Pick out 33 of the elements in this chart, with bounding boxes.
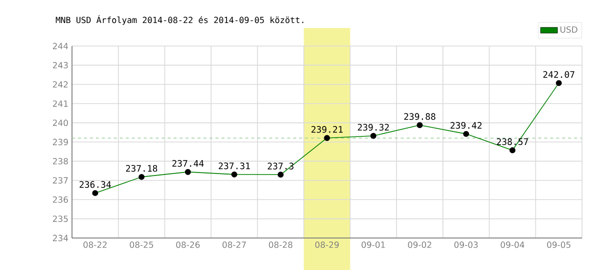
y-tick-label: 235 — [52, 216, 68, 222]
y-tick-label: 239 — [52, 138, 68, 146]
data-label: 239.21 — [311, 126, 343, 133]
x-tick-label: 09-04 — [500, 242, 524, 248]
x-tick-label: 09-03 — [454, 242, 478, 248]
y-tick-label: 244 — [52, 42, 68, 50]
data-label: 237.44 — [172, 160, 204, 167]
y-tick-label: 234 — [52, 234, 68, 242]
data-label: 236.34 — [80, 181, 111, 188]
y-tick-label: 238 — [52, 158, 68, 164]
y-tick-label: 240 — [52, 120, 68, 126]
x-tick-label: 09-02 — [408, 242, 432, 248]
x-tick-label: 08-22 — [83, 242, 107, 248]
y-tick-label: 241 — [52, 100, 68, 107]
y-tick-label: 237 — [52, 177, 68, 184]
x-tick-label: 08-26 — [176, 242, 200, 248]
data-label: 242.07 — [543, 71, 574, 78]
x-tick-label: 08-25 — [130, 242, 154, 248]
data-label: 239.32 — [358, 124, 389, 131]
x-tick-label: 08-27 — [222, 242, 246, 248]
data-label: 237.31 — [218, 162, 250, 170]
y-tick-label: 236 — [52, 196, 68, 203]
legend-label: USD — [560, 26, 578, 33]
chart-title: MNB USD Árfolyam 2014-08-22 és 2014-09-05 között. — [56, 15, 304, 25]
y-tick-label: 243 — [52, 62, 68, 68]
x-tick-label: 09-05 — [547, 242, 570, 248]
x-tick-label: 08-29 — [315, 242, 339, 248]
y-tick-label: 242 — [52, 81, 68, 88]
data-label: 239.42 — [450, 122, 482, 129]
data-label: 237.18 — [126, 164, 158, 172]
data-label: 239.88 — [404, 113, 436, 120]
x-tick-label: 08-28 — [268, 242, 292, 248]
x-tick-label: 09-01 — [362, 242, 385, 248]
